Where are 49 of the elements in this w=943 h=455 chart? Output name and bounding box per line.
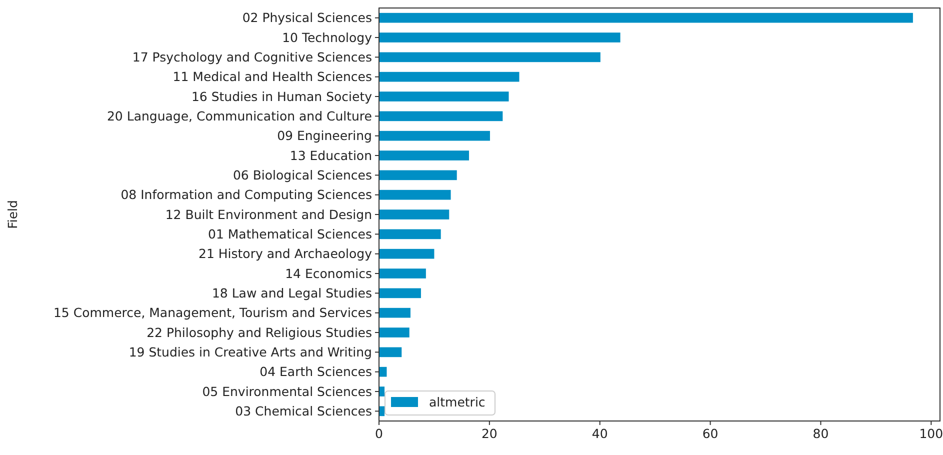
y-tick-label: 05 Environmental Sciences (202, 384, 372, 399)
bar (379, 72, 520, 82)
y-tick-label: 10 Technology (282, 30, 373, 45)
y-tick-label: 12 Built Environment and Design (165, 206, 372, 222)
x-tick-label: 100 (919, 426, 943, 441)
x-tick-label: 20 (481, 426, 498, 441)
bar (379, 170, 457, 180)
y-tick-label: 16 Studies in Human Society (191, 88, 373, 104)
bar (379, 190, 451, 200)
y-tick-label: 04 Earth Sciences (260, 364, 372, 380)
bar (379, 32, 620, 42)
bar (379, 92, 509, 102)
x-tick-label: 0 (375, 426, 384, 441)
bar (379, 130, 490, 141)
bar (379, 347, 402, 358)
legend-label: altmetric (429, 394, 486, 410)
y-tick-label: 22 Philosophy and Religious Studies (146, 324, 372, 340)
y-axis-title: Field (5, 200, 20, 229)
bar (379, 111, 503, 122)
x-tick-label: 80 (812, 426, 829, 441)
y-tick-label: 15 Commerce, Management, Tourism and Services (53, 305, 372, 320)
y-tick-label: 09 Engineering (277, 128, 372, 144)
y-tick-label: 14 Economics (285, 266, 372, 281)
y-tick-label: 19 Studies in Creative Arts and Writing (128, 344, 372, 360)
y-tick-label: 03 Chemical Sciences (235, 404, 372, 419)
y-tick-label: 20 Language, Communication and Culture (106, 108, 372, 124)
bar (379, 229, 441, 240)
bar (379, 268, 426, 278)
bar (379, 288, 421, 298)
y-tick-label: 08 Information and Computing Sciences (120, 187, 372, 202)
y-tick-label: 06 Biological Sciences (232, 168, 372, 183)
x-tick-label: 40 (592, 426, 608, 441)
y-tick-label: 13 Education (290, 148, 372, 163)
y-tick-label: 21 History and Archaeology (198, 246, 373, 262)
bar (379, 12, 913, 23)
bar (379, 328, 410, 338)
bar (379, 248, 434, 259)
bar (379, 308, 410, 318)
bar (379, 210, 450, 220)
y-tick-label: 18 Law and Legal Studies (212, 286, 372, 301)
y-tick-label: 11 Medical and Health Sciences (172, 69, 372, 84)
y-tick-label: 01 Mathematical Sciences (208, 226, 372, 242)
y-tick-label: 17 Psychology and Cognitive Sciences (132, 50, 372, 65)
bar (379, 366, 387, 377)
bar (379, 386, 385, 396)
bar (379, 52, 600, 62)
y-tick-label: 02 Physical Sciences (242, 10, 372, 26)
x-tick-label: 60 (702, 426, 718, 441)
bar (379, 150, 470, 160)
